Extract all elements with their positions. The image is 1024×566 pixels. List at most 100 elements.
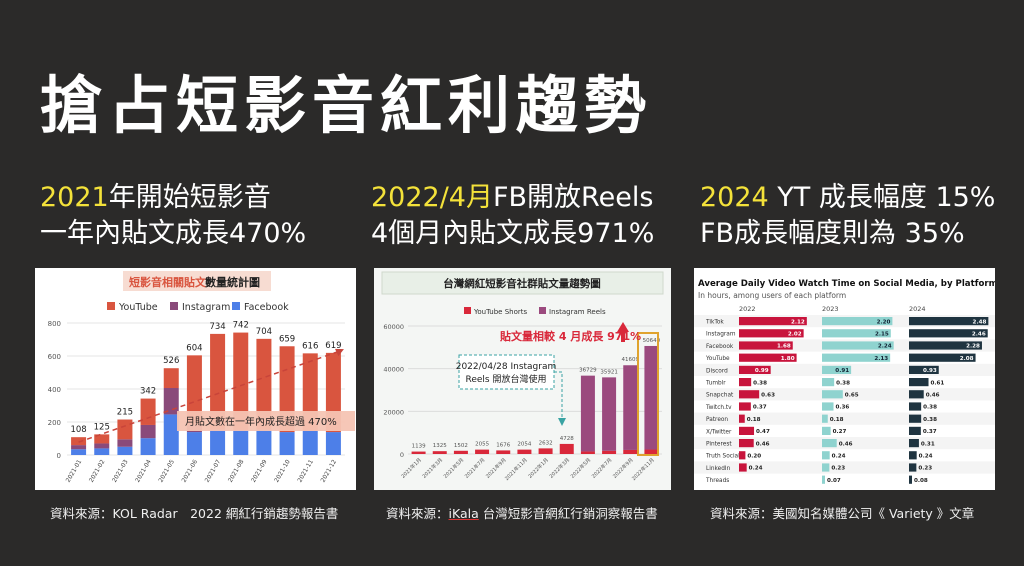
total-labels: 1139 1325 1502 2055 1676 2054 2632 4728 36729 359… [412, 338, 661, 450]
bar-youtube [233, 332, 249, 430]
bar-facebook [325, 432, 341, 455]
x-tick-label: 2021年11月 [503, 456, 529, 482]
legend-swatch [170, 302, 178, 310]
bar-2024 [909, 341, 982, 350]
bar-value-label: 0.24 [832, 454, 846, 460]
bar-value-label: 0.24 [749, 466, 763, 472]
chart-title: Average Daily Video Watch Time on Social… [698, 279, 995, 289]
chart-legend: YouTube Shorts Instagram Reels [464, 307, 606, 316]
y-tick-label: 0 [400, 451, 404, 459]
bar-facebook [210, 429, 226, 455]
bar-total-label: 50640 [643, 338, 661, 344]
headline-year: 2022/4月 [371, 182, 493, 213]
platform-label: X/Twitter [706, 429, 732, 435]
bar-total-label: 1325 [433, 443, 447, 449]
bar-total-label: 342 [140, 387, 156, 397]
bar-2024 [909, 439, 919, 448]
x-tick-label: 2021-04 [134, 458, 153, 483]
bar-2022 [739, 341, 793, 350]
x-tick-label: 2021-01 [65, 458, 84, 483]
bar-value-label: 0.38 [753, 380, 767, 386]
bar-value-label: 2.48 [973, 319, 987, 325]
bar-total-label: 41609 [622, 357, 640, 363]
bar-2022 [739, 402, 751, 411]
bar-youtube [94, 434, 110, 444]
legend-label: YouTube Shorts [473, 308, 527, 316]
bar-2022 [739, 378, 752, 387]
bar-2022 [739, 451, 746, 460]
bar-instagram-reels [602, 377, 617, 451]
bar-youtube [279, 346, 295, 433]
x-tick-label: 2021年5月 [442, 456, 465, 479]
platform-label: Pinterest [706, 442, 732, 448]
bar-total-label: 616 [302, 341, 318, 351]
bar-value-label: 0.07 [827, 478, 841, 484]
bar-youtube-shorts [538, 448, 553, 454]
x-axis-labels: 2021-01 2021-02 2021-03 2021-04 2021-05 2021-… [65, 458, 339, 483]
bar-facebook [302, 430, 318, 455]
bar-total-label: 604 [186, 343, 202, 353]
x-tick-label: 2021-09 [250, 458, 269, 483]
bar-total-label: 35921 [600, 369, 618, 375]
bar-youtube-shorts [432, 451, 447, 454]
platform-label: TikTok [705, 320, 724, 326]
headline-growth: 4個月內貼文成長971% [371, 218, 655, 249]
bar-2024 [909, 426, 921, 435]
bar-value-label: 2.46 [972, 332, 986, 338]
bar-2023 [822, 329, 891, 338]
bar-value-label: 0.20 [747, 454, 761, 460]
bar-2023 [822, 475, 825, 484]
bar-total-label: 108 [70, 425, 86, 435]
slide-title: 搶占短影音紅利趨勢 [40, 69, 653, 142]
x-tick-label: 2022年5月 [569, 456, 592, 479]
bar-2022 [739, 317, 807, 326]
bar-value-label: 0.91 [835, 368, 849, 374]
x-tick-label: 2021-07 [204, 458, 223, 483]
headline-2024: 2024 YT 成長幅度 15% FB成長幅度則為 35% [700, 180, 995, 252]
source-ikala-link[interactable]: iKala [448, 506, 479, 521]
bar-value-label: 2.12 [791, 319, 805, 325]
x-tick-label: 2022年11月 [630, 456, 656, 482]
platform-label: Patreon [706, 417, 728, 423]
bar-2024 [909, 451, 917, 460]
x-tick-label: 2021年1月 [400, 456, 423, 479]
bar-total-label: 619 [325, 341, 341, 351]
bar-value-label: 0.65 [845, 393, 859, 399]
x-tick-label: 2021年3月 [421, 456, 444, 479]
bar-value-label: 0.46 [756, 441, 770, 447]
legend-label: Facebook [244, 302, 289, 313]
platform-label: Tumblr [705, 381, 726, 387]
bar-youtube-shorts [453, 450, 468, 454]
y-tick-label: 600 [48, 353, 61, 361]
bar-facebook [186, 432, 202, 455]
bar-value-label: 0.99 [755, 368, 769, 374]
bar-instagram [94, 443, 110, 449]
platform-label: Instagram [706, 332, 736, 338]
bar-facebook [71, 449, 87, 455]
legend-label: Instagram Reels [549, 308, 606, 316]
bar-total-label: 2055 [475, 442, 489, 448]
chart-annotation: 貼文量相較 4 月成長 971% [499, 329, 641, 343]
bar-total-label: 2632 [539, 440, 553, 446]
bar-2022 [739, 426, 755, 435]
legend-swatch [232, 302, 240, 310]
callout-line-1: 2022/04/28 Instagram [456, 362, 557, 372]
y-tick-label: 40000 [383, 366, 404, 374]
bar-youtube-shorts [559, 443, 574, 454]
bar-value-label: 2.20 [877, 319, 891, 325]
bar-total-label: 659 [279, 334, 295, 344]
bar-2023 [822, 365, 852, 374]
bar-value-label: 0.18 [830, 417, 844, 423]
source-prefix: 資料來源： [386, 506, 449, 521]
bar-total-label: 36729 [579, 368, 597, 374]
bar-facebook [117, 446, 133, 455]
chart-legend: YouTube Instagram Facebook [107, 302, 289, 313]
bar-2023 [822, 317, 893, 326]
bar-facebook [163, 414, 179, 455]
bar-value-label: 0.61 [931, 380, 945, 386]
bar-value-label: 2.02 [788, 332, 802, 338]
callout-box [458, 354, 555, 390]
bar-2024 [909, 378, 929, 387]
bar-youtube-shorts [496, 450, 511, 454]
bar-value-label: 0.63 [761, 393, 775, 399]
